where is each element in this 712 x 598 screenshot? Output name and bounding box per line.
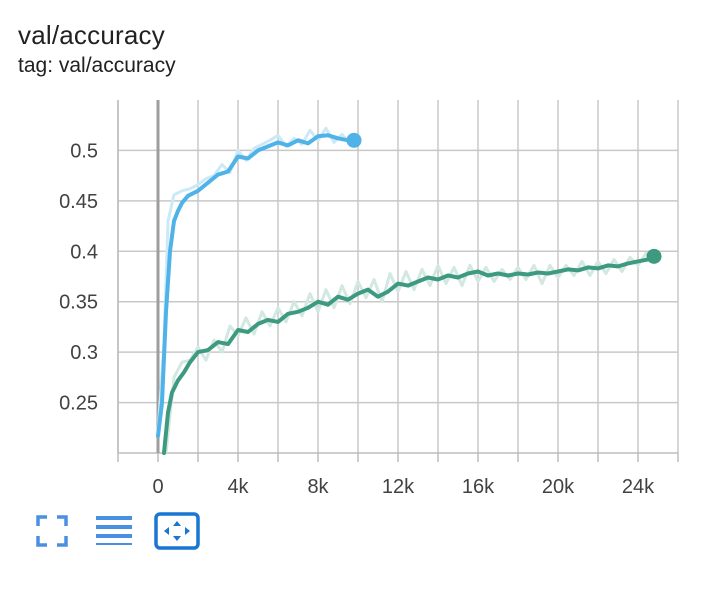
series-1-smoothed-line xyxy=(156,133,356,438)
y-tick-label: 0.25 xyxy=(59,393,98,415)
series-2-smoothed-line xyxy=(162,254,656,455)
x-tick-label: 24k xyxy=(622,476,655,498)
y-tick-label: 0.3 xyxy=(70,342,98,364)
series-1-raw-line xyxy=(156,126,352,433)
x-tick-label: 20k xyxy=(542,476,575,498)
series-1-endpoint xyxy=(346,132,362,148)
series-2-endpoint xyxy=(646,248,662,264)
toggle-log-scale-icon xyxy=(96,516,132,545)
fullscreen-icon xyxy=(36,515,68,547)
toggle-log-scale-button[interactable] xyxy=(92,512,136,550)
y-tick-label: 0.5 xyxy=(70,140,98,162)
y-tick-label: 0.35 xyxy=(59,292,98,314)
fullscreen-button[interactable] xyxy=(30,512,74,550)
series-2-raw-line xyxy=(164,251,655,454)
chart-svg: 0 4k 8k 12k 16k 20k 24k 0.25 0.3 0.35 0.4 0.45 0.5 xyxy=(59,100,679,498)
y-tick-label: 0.45 xyxy=(59,191,98,213)
x-tick-label: 0 xyxy=(152,476,163,498)
x-tick-label: 4k xyxy=(227,476,249,498)
x-tick-label: 8k xyxy=(307,476,329,498)
x-tick-label: 16k xyxy=(462,476,495,498)
chart-title: val/accuracy xyxy=(18,20,165,50)
fit-domain-button[interactable] xyxy=(154,512,200,550)
fit-domain-icon xyxy=(154,512,200,550)
x-tick-label: 12k xyxy=(382,476,415,498)
chart-tag: tag: val/accuracy xyxy=(18,54,176,77)
y-tick-label: 0.4 xyxy=(70,241,98,263)
